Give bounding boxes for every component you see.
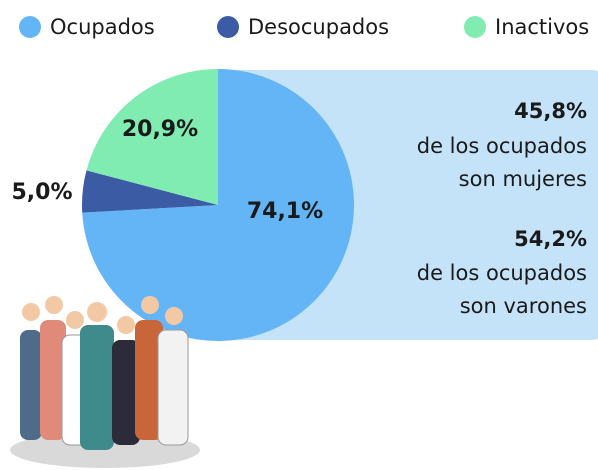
pie-slice xyxy=(82,170,218,213)
pie-slice xyxy=(82,69,355,341)
annotation: son varones xyxy=(460,294,587,318)
annotation: de los ocupados xyxy=(417,134,587,158)
pie-slice xyxy=(86,69,219,205)
legend-label: Inactivos xyxy=(495,15,589,39)
people-illustration xyxy=(10,296,200,468)
legend-swatch xyxy=(464,16,486,38)
annotation: de los ocupados xyxy=(417,261,587,285)
legend-swatch xyxy=(19,16,41,38)
value-label: 74,1% xyxy=(247,199,323,224)
legend-swatch xyxy=(217,16,239,38)
value-label: 20,9% xyxy=(122,117,198,142)
annotation: son mujeres xyxy=(459,167,587,191)
annotation: 54,2% xyxy=(514,227,587,251)
legend-label: Ocupados xyxy=(50,15,155,39)
value-label: 5,0% xyxy=(11,180,72,205)
legend-label: Desocupados xyxy=(248,15,389,39)
annotation: 45,8% xyxy=(514,99,587,123)
